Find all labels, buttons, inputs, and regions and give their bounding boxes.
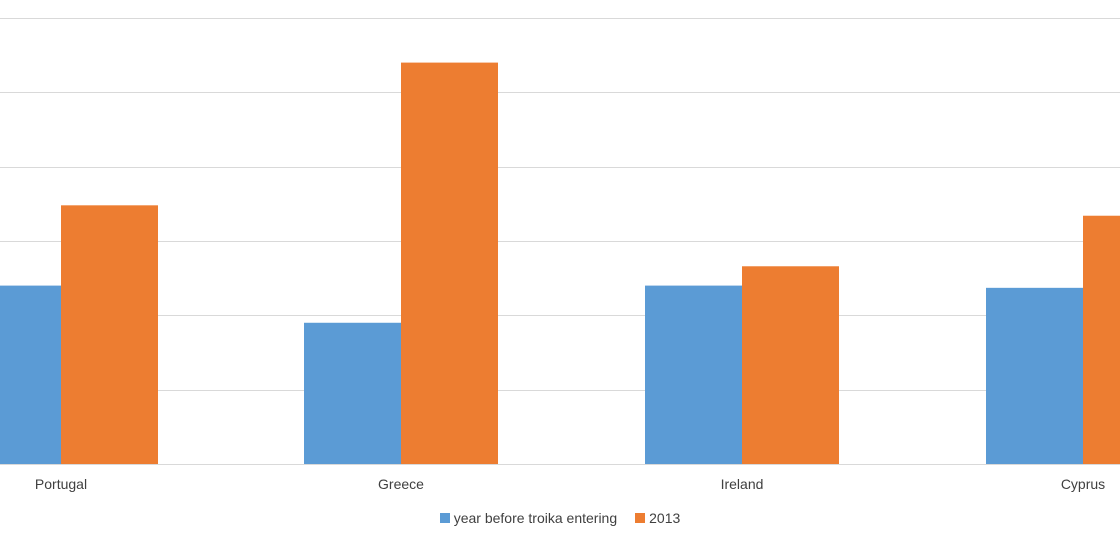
x-tick-label: Ireland — [721, 476, 764, 492]
x-tick-label: Portugal — [35, 476, 87, 492]
x-axis-labels: Portugal Greece Ireland Cyprus — [35, 476, 1105, 492]
legend-item-series-0: year before troika entering — [439, 510, 618, 526]
x-tick-label: Cyprus — [1061, 476, 1105, 492]
legend-label-series-0: year before troika entering — [453, 510, 618, 526]
legend-label-series-1: 2013 — [649, 510, 681, 526]
bar-cyprus-series-1 — [1083, 215, 1120, 464]
legend-item-series-1: 2013 — [635, 510, 680, 526]
bar-ireland-series-1 — [742, 266, 839, 464]
legend-swatch-series-1 — [635, 513, 646, 523]
bars — [0, 62, 1120, 464]
bar-greece-series-1 — [401, 62, 498, 464]
bar-portugal-series-1 — [61, 205, 158, 464]
bar-ireland-series-0 — [645, 285, 742, 464]
bar-cyprus-series-0 — [986, 287, 1083, 464]
legend: year before troika entering 2013 — [0, 510, 1120, 526]
legend-swatch-series-0 — [439, 513, 450, 523]
bar-greece-series-0 — [304, 322, 401, 464]
x-tick-label: Greece — [378, 476, 424, 492]
gridlines — [0, 18, 1120, 465]
bar-portugal-series-0 — [0, 285, 61, 464]
